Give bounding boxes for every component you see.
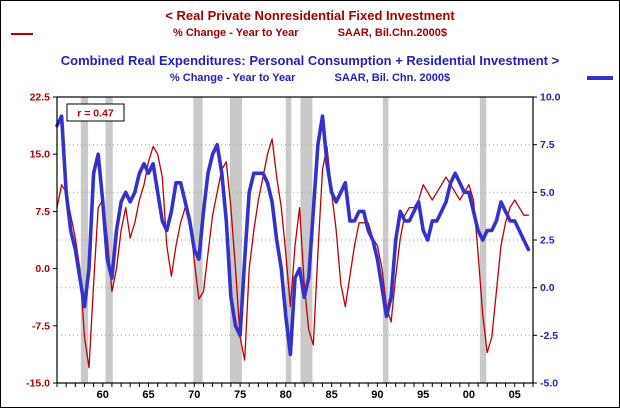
x-axis-label: 90	[371, 389, 383, 401]
right-series-subtitle: % Change - Year to Year	[169, 72, 296, 84]
red-line-legend-swatch	[11, 33, 33, 35]
x-axis-label: 85	[325, 389, 337, 401]
left-axis-label: 22.5	[30, 92, 51, 104]
correlation-box	[66, 103, 125, 122]
recession-band	[230, 97, 242, 383]
x-axis-label: 95	[417, 389, 429, 401]
blue-line-legend-swatch	[587, 76, 613, 80]
right-series-units: SAAR, Bil. Chn. 2000$	[334, 72, 451, 84]
right-series-title: Combined Real Expenditures: Personal Con…	[60, 53, 560, 68]
right-axis-label: 5.0	[540, 187, 555, 199]
right-axis-label: 10.0	[540, 92, 561, 104]
x-axis-label: 05	[509, 389, 521, 401]
correlation-label: r = 0.47	[77, 108, 114, 120]
recession-band	[300, 97, 313, 383]
left-series-units: SAAR, Bil.Chn.2000$	[337, 27, 448, 39]
left-axis-label: 7.5	[35, 206, 50, 218]
left-series-subtitle: % Change - Year to Year	[172, 27, 299, 39]
x-axis-label: 65	[142, 389, 154, 401]
right-axis-label: 0.0	[540, 282, 555, 294]
left-axis-label: -15.0	[26, 378, 50, 390]
recession-band	[285, 97, 292, 383]
right-axis-label: 7.5	[540, 139, 555, 151]
left-series-title: < Real Private Nonresidential Fixed Inve…	[165, 8, 455, 23]
x-axis-label: 60	[97, 389, 109, 401]
x-axis-label: 70	[188, 389, 200, 401]
x-axis-label: 75	[234, 389, 246, 401]
right-axis-label: -2.5	[540, 330, 558, 342]
consumption-plus-residential-line	[55, 114, 531, 357]
left-axis-label: 0.0	[35, 263, 50, 275]
x-axis-label: 80	[280, 389, 292, 401]
left-axis-label: -7.5	[32, 320, 50, 332]
right-axis-label: 2.5	[540, 235, 555, 247]
right-axis-label: -5.0	[540, 378, 558, 390]
x-axis-label: 00	[463, 389, 475, 401]
right-series-subtitle-row: % Change - Year to Year SAAR, Bil. Chn. …	[1, 72, 619, 84]
left-axis-label: 15.0	[30, 149, 51, 161]
left-series-subtitle-row: % Change - Year to Year SAAR, Bil.Chn.20…	[1, 27, 619, 39]
recession-band	[80, 97, 89, 383]
